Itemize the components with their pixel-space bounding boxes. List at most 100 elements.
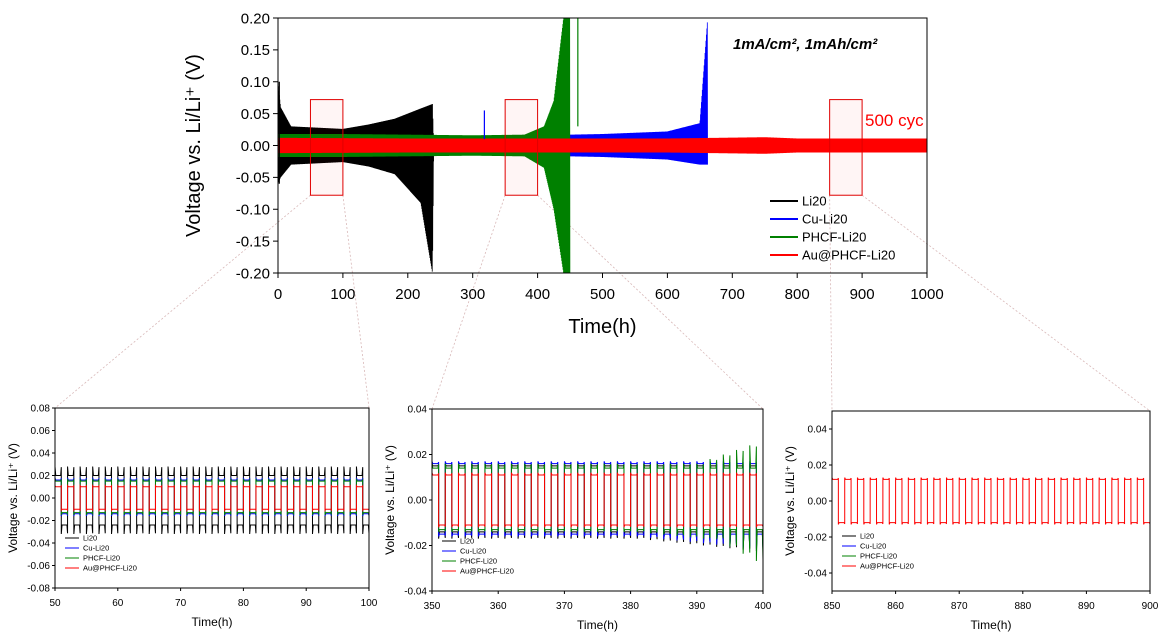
- legend-label: Au@PHCF-Li20: [460, 567, 514, 576]
- y-tick-label: 0.04: [408, 405, 428, 416]
- highlight-box: [504, 99, 539, 196]
- main-chart: 0 100 200 300 400 500 600 700 800 900 1000 -0.20 -0.…: [183, 10, 944, 338]
- y-tick-label: -0.08: [27, 584, 50, 595]
- data-area: [832, 477, 1150, 525]
- y-tick-label: -0.04: [404, 587, 427, 598]
- inset-chart-850-900h: 850 860 870 880 890 900 0.04 0.02 0.00 -0.02 -0.04…: [783, 410, 1159, 632]
- x-tick-label: 200: [395, 286, 420, 303]
- y-axis-label: Voltage vs. Li/Li⁺ (V): [783, 446, 797, 556]
- legend-label: Li20: [802, 194, 827, 209]
- data-area: [55, 466, 369, 535]
- x-tick-label: 100: [361, 598, 378, 609]
- y-tick-label: -0.05: [236, 170, 270, 187]
- legend-label: Cu-Li20: [860, 542, 886, 551]
- x-tick-label: 60: [112, 598, 124, 609]
- x-axis-label: Time(h): [577, 618, 618, 632]
- zoom-connector: [54, 194, 311, 409]
- y-tick-label: 0.04: [808, 425, 828, 436]
- x-axis-label: Time(h): [568, 316, 636, 338]
- highlight-box: [829, 99, 863, 196]
- x-tick-label: 90: [301, 598, 313, 609]
- legend-label: PHCF-Li20: [860, 552, 897, 561]
- legend-label: Au@PHCF-Li20: [802, 248, 895, 263]
- y-tick-label: 0.00: [31, 494, 51, 505]
- x-tick-label: 870: [951, 601, 968, 612]
- y-tick-label: 0.05: [241, 106, 270, 123]
- x-tick-label: 1000: [910, 286, 943, 303]
- x-tick-label: 360: [490, 601, 507, 612]
- x-tick-label: 70: [175, 598, 187, 609]
- x-tick-label: 400: [525, 286, 550, 303]
- inset-chart-50-100h: 50 60 70 80 90 100 0.08 0.06 0.04 0.02 0.00 -0.02 -0…: [6, 404, 378, 630]
- zoom-connectors: [54, 194, 1151, 412]
- zoom-connector: [431, 195, 506, 410]
- legend-label: Li20: [460, 537, 474, 546]
- y-tick-label: -0.10: [236, 202, 270, 219]
- series-au-phcf-li20: [832, 477, 1150, 525]
- x-tick-label: 400: [755, 601, 772, 612]
- x-tick-label: 350: [424, 601, 441, 612]
- plot-frame: [54, 407, 370, 589]
- legend-label: PHCF-Li20: [83, 554, 120, 563]
- x-tick-label: 50: [49, 598, 61, 609]
- y-tick-label: 0.02: [408, 450, 428, 461]
- y-tick-label: 0.02: [808, 461, 828, 472]
- data-area: [432, 445, 763, 561]
- x-tick-label: 800: [785, 286, 810, 303]
- y-tick-label: -0.02: [404, 541, 427, 552]
- inset-chart-350-400h: 350 360 370 380 390 400 0.04 0.02 0.00 -0.02 -0.04…: [383, 405, 772, 633]
- x-tick-label: 700: [720, 286, 745, 303]
- y-tick-label: 0.02: [31, 471, 51, 482]
- plot-frame: [277, 17, 928, 274]
- x-tick-label: 500: [590, 286, 615, 303]
- y-tick-label: 0.15: [241, 42, 270, 59]
- y-tick-label: 0.00: [408, 496, 428, 507]
- data-area: [278, 18, 927, 273]
- x-tick-label: 390: [688, 601, 705, 612]
- x-tick-label: 380: [622, 601, 639, 612]
- x-tick-label: 900: [1142, 601, 1159, 612]
- series-li20: [278, 81, 434, 272]
- x-tick-label: 900: [850, 286, 875, 303]
- legend-label: Cu-Li20: [802, 212, 848, 227]
- x-tick-label: 890: [1078, 601, 1095, 612]
- legend-label: Cu-Li20: [83, 544, 109, 553]
- legend-label: Au@PHCF-Li20: [83, 564, 137, 573]
- y-tick-label: 0.10: [241, 74, 270, 91]
- zoom-connector: [829, 195, 833, 412]
- x-tick-label: 880: [1014, 601, 1031, 612]
- legend-label: PHCF-Li20: [460, 557, 497, 566]
- y-tick-label: 0.00: [808, 497, 828, 508]
- legend-label: PHCF-Li20: [802, 230, 866, 245]
- y-tick-label: -0.15: [236, 233, 270, 250]
- series-au-phcf-li20: [278, 137, 927, 154]
- series-au-phcf-li20: [55, 483, 369, 513]
- y-tick-label: 0.04: [31, 449, 51, 460]
- legend-label: Li20: [83, 534, 97, 543]
- x-tick-label: 100: [330, 286, 355, 303]
- series-au-phcf-li20: [432, 472, 763, 528]
- y-tick-label: 0.00: [241, 138, 270, 155]
- y-axis-label: Voltage vs. Li/Li⁺ (V): [383, 445, 397, 555]
- x-tick-label: 850: [824, 601, 841, 612]
- x-tick-label: 300: [460, 286, 485, 303]
- x-tick-label: 370: [556, 601, 573, 612]
- legend-label: Au@PHCF-Li20: [860, 562, 914, 571]
- x-axis-label: Time(h): [192, 615, 233, 629]
- x-tick-label: 80: [238, 598, 250, 609]
- legend: Li20 Cu-Li20 PHCF-Li20 Au@PHCF-Li20: [770, 194, 895, 263]
- y-tick-label: -0.04: [27, 539, 50, 550]
- y-tick-label: 0.06: [31, 426, 51, 437]
- zoom-connector: [861, 194, 1151, 412]
- highlight-box: [309, 99, 344, 196]
- y-tick-label: -0.02: [804, 533, 827, 544]
- cycle-annotation: 500 cyc: [865, 111, 924, 130]
- y-tick-label: 0.08: [31, 404, 51, 415]
- y-tick-label: 0.20: [241, 10, 270, 27]
- plot-frame: [431, 408, 764, 592]
- x-axis-label: Time(h): [971, 618, 1012, 632]
